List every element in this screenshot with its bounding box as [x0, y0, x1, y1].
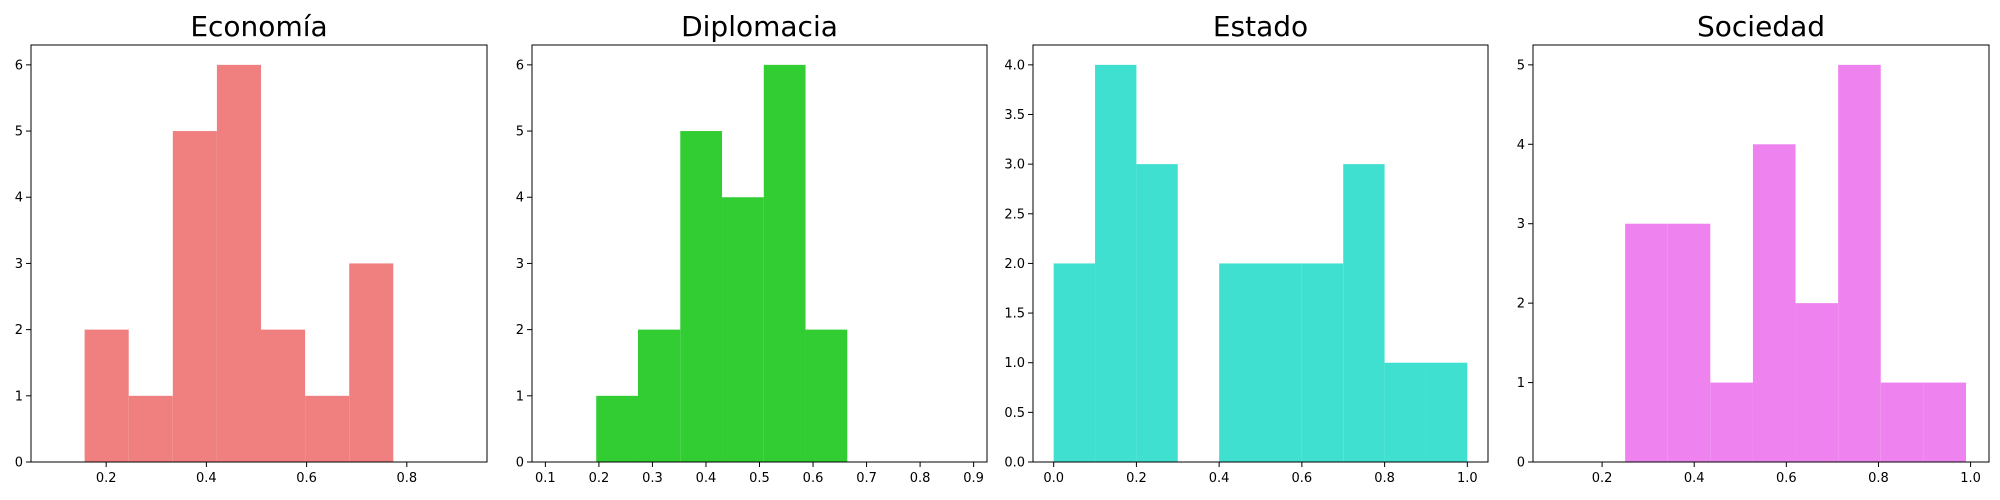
panel-title: Diplomacia — [681, 10, 838, 43]
histogram-bar — [1053, 263, 1096, 462]
histogram-bar — [722, 197, 764, 462]
histogram-bar — [1301, 263, 1344, 462]
y-tick-label: 1 — [516, 389, 524, 404]
histogram-bar — [84, 329, 129, 462]
y-tick-label: 3 — [516, 257, 524, 272]
histogram-bar — [1880, 382, 1924, 462]
histogram-bar — [680, 131, 723, 463]
y-tick-label: 5 — [516, 125, 524, 140]
y-tick-label: 2 — [516, 323, 524, 338]
x-tick-label: 0.4 — [196, 471, 217, 486]
x-tick-label: 0.8 — [396, 471, 417, 486]
x-tick-label: 0.3 — [642, 471, 663, 486]
histogram-bar — [1923, 382, 1966, 462]
y-tick-label: 3.0 — [1004, 158, 1025, 173]
histogram-bar — [261, 329, 306, 462]
x-tick-label: 0.5 — [749, 471, 770, 486]
y-tick-label: 1 — [1517, 376, 1525, 391]
y-tick-label: 5 — [15, 125, 23, 140]
histogram-bar — [1425, 362, 1468, 462]
panel-title: Economía — [190, 10, 327, 43]
y-tick-label: 0.5 — [1004, 406, 1025, 421]
histogram-bar — [637, 329, 681, 462]
histogram-bar — [596, 395, 638, 462]
x-tick-label: 1.0 — [1960, 471, 1981, 486]
x-tick-label: 0.6 — [296, 471, 317, 486]
y-tick-label: 1.0 — [1004, 356, 1025, 371]
x-tick-label: 0.4 — [1209, 471, 1230, 486]
y-tick-label: 2 — [15, 323, 23, 338]
x-tick-label: 0.2 — [1592, 471, 1613, 486]
axes-frame — [1032, 44, 1489, 463]
panel-sociedad: 0.2 0.4 0.6 0.8 1.0 0 1 2 3 4 5 Sociedad — [1517, 10, 1990, 486]
y-tick-label: 6 — [15, 58, 23, 73]
y-tick-label: 4 — [1517, 138, 1525, 153]
y-tick-label: 4 — [516, 191, 524, 206]
axes-frame — [1532, 44, 1990, 463]
x-tick-label: 0.7 — [856, 471, 877, 486]
x-tick-label: 0.4 — [1684, 471, 1705, 486]
histogram-bar — [305, 395, 350, 462]
histogram-bar — [1095, 64, 1137, 462]
y-tick-label: 6 — [516, 58, 524, 73]
panel-diplomacia: 0.1 0.2 0.3 0.4 0.5 0.6 0.7 0.8 0.9 0 1 2 3 4 5 6 Diplom… — [516, 10, 988, 486]
y-tick-label: 5 — [1517, 58, 1525, 73]
histogram-bar — [1260, 263, 1302, 462]
histogram-bar — [1667, 223, 1711, 462]
histogram-bar — [1752, 144, 1796, 463]
histogram-bar — [1219, 263, 1261, 462]
histogram-bar — [349, 263, 394, 462]
histogram-bar — [1136, 164, 1178, 462]
panel-title: Sociedad — [1697, 10, 1825, 43]
y-tick-label: 2 — [1517, 297, 1525, 312]
x-tick-label: 0.0 — [1043, 471, 1064, 486]
y-tick-label: 3.5 — [1004, 108, 1025, 123]
y-tick-label: 0 — [15, 456, 23, 471]
histogram-bar — [763, 64, 806, 462]
x-tick-label: 0.2 — [589, 471, 610, 486]
y-tick-label: 0 — [1517, 456, 1525, 471]
x-tick-label: 1.0 — [1457, 471, 1478, 486]
panel-estado: 0.0 0.2 0.4 0.6 0.8 1.0 0.0 0.5 1.0 1.5 2.0 2.5 3.0 3… — [1004, 10, 1489, 486]
histogram-bar — [1384, 362, 1426, 462]
x-tick-label: 0.6 — [1292, 471, 1313, 486]
y-tick-label: 1.5 — [1004, 307, 1025, 322]
x-tick-label: 0.6 — [803, 471, 824, 486]
x-tick-label: 0.8 — [1374, 471, 1395, 486]
x-tick-label: 0.8 — [910, 471, 931, 486]
histogram-bar — [1710, 382, 1753, 462]
histogram-bar — [172, 131, 217, 463]
histogram-bar — [216, 64, 262, 462]
x-tick-label: 0.4 — [696, 471, 717, 486]
histogram-bar — [1625, 223, 1668, 462]
y-tick-label: 2.0 — [1004, 257, 1025, 272]
y-tick-label: 0.0 — [1004, 456, 1025, 471]
axes-frame — [30, 44, 488, 463]
x-tick-label: 0.6 — [1776, 471, 1797, 486]
y-tick-label: 4.0 — [1004, 58, 1025, 73]
y-tick-label: 0 — [516, 456, 524, 471]
histogram-bar — [1343, 164, 1385, 462]
y-tick-label: 3 — [15, 257, 23, 272]
histogram-bar — [128, 395, 173, 462]
x-tick-label: 0.2 — [1126, 471, 1147, 486]
y-tick-label: 2.5 — [1004, 207, 1025, 222]
histogram-bar — [1838, 64, 1881, 462]
x-tick-label: 0.1 — [535, 471, 556, 486]
x-tick-label: 0.9 — [963, 471, 984, 486]
y-tick-label: 4 — [15, 191, 23, 206]
panel-economia: 0.2 0.4 0.6 0.8 0 1 2 3 4 5 6 Economía — [15, 10, 488, 486]
histogram-bar — [1795, 303, 1839, 462]
panel-title: Estado — [1213, 10, 1308, 43]
y-tick-label: 3 — [1517, 217, 1525, 232]
histogram-bar — [805, 329, 848, 462]
x-tick-label: 0.2 — [96, 471, 117, 486]
x-tick-label: 0.8 — [1868, 471, 1889, 486]
y-tick-label: 1 — [15, 389, 23, 404]
